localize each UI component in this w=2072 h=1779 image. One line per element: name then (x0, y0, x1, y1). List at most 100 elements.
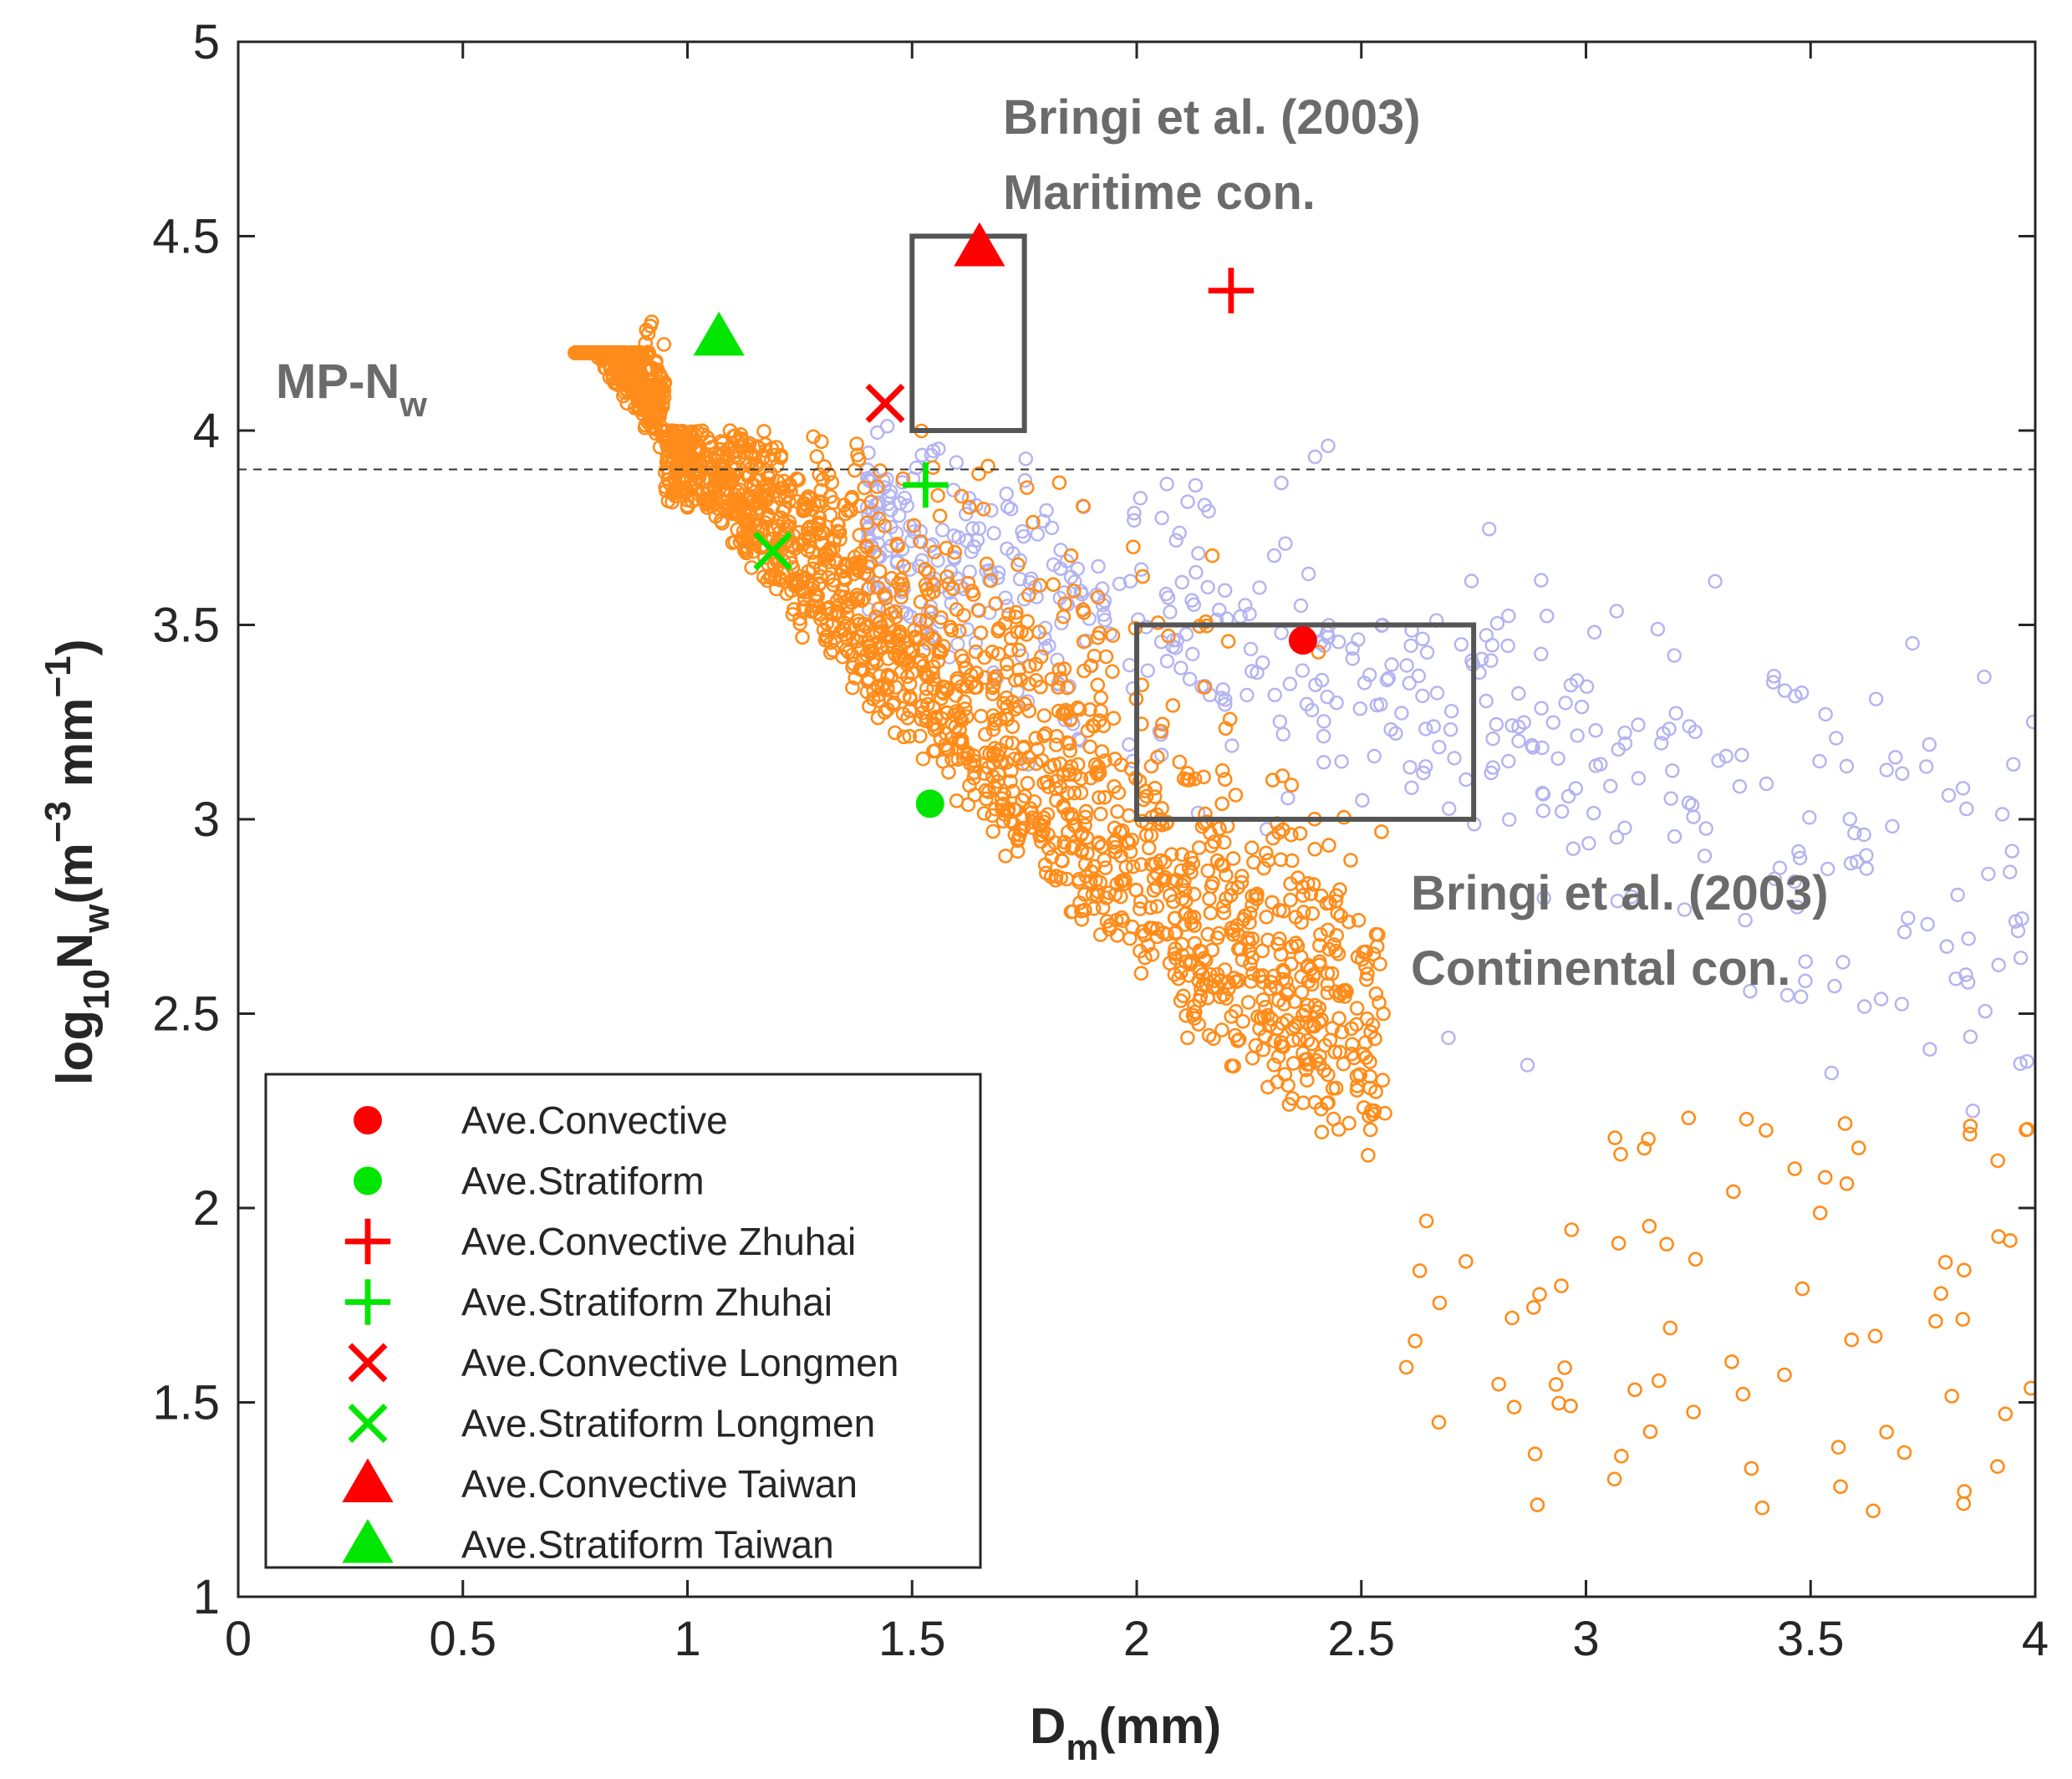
stratiform-sample-point (1133, 966, 1149, 981)
stratiform-sample-point (1376, 1006, 1391, 1022)
stratiform-sample-point (1123, 930, 1138, 946)
convective-sample-point (1560, 788, 1576, 804)
convective-sample-point (1820, 861, 1835, 877)
stratiform-sample-point (760, 487, 776, 502)
stratiform-sample-point (1275, 1016, 1290, 1031)
convective-sample-point (1127, 512, 1142, 528)
stratiform-sample-point (1082, 739, 1097, 755)
stratiform-sample-point (1214, 762, 1230, 778)
stratiform-sample-point (877, 518, 892, 533)
stratiform-sample-point (888, 725, 903, 741)
stratiform-sample-point (858, 538, 874, 553)
stratiform-sample-point (949, 602, 965, 617)
stratiform-sample-point (1287, 994, 1302, 1009)
convective-sample-point (1653, 736, 1669, 751)
convective-sample-point (2006, 757, 2021, 772)
stratiform-sample-point (1184, 864, 1199, 880)
stratiform-sample-point (1224, 920, 1240, 935)
convective-sample-point (1500, 638, 1515, 654)
convective-sample-point (1963, 1029, 1978, 1044)
stratiform-sample-point (941, 576, 956, 592)
stratiform-sample-point (1230, 1033, 1245, 1048)
convective-sample-point (1394, 706, 1409, 721)
convective-sample-point (1779, 987, 1795, 1003)
convective-sample-point (903, 609, 919, 624)
convective-sample-point (1280, 791, 1296, 806)
stratiform-sample-point (1285, 1091, 1300, 1106)
stratiform-sample-point (1207, 834, 1222, 849)
stratiform-sample-point (1280, 982, 1296, 998)
convective-sample-point (1184, 593, 1199, 608)
stratiform-sample-point (666, 429, 682, 444)
mean-point-ave-stratiform-taiwan (693, 311, 745, 356)
stratiform-sample-point (834, 563, 849, 579)
convective-sample-point (1732, 779, 1748, 794)
stratiform-sample-point (1011, 557, 1026, 573)
stratiform-sample-point (845, 630, 861, 645)
x-tick-label: 1 (674, 1612, 700, 1666)
y-label-unit-a: (m (47, 843, 103, 904)
stratiform-sample-point (1754, 1500, 1770, 1516)
convective-sample-point (914, 447, 929, 463)
stratiform-sample-point (1075, 602, 1091, 618)
convective-sample-point (2003, 864, 2018, 879)
stratiform-sample-point (756, 450, 771, 466)
stratiform-sample-point (680, 492, 695, 507)
convective-sample-point (1163, 604, 1178, 619)
convective-sample-point (1662, 721, 1677, 737)
convective-sample-point (1501, 812, 1517, 828)
convective-sample-point (1037, 640, 1053, 656)
stratiform-sample-point (859, 515, 875, 531)
stratiform-sample-point (1329, 928, 1344, 943)
convective-sample-point (1399, 658, 1414, 673)
stratiform-sample-point (1154, 801, 1169, 816)
convective-sample-point (914, 553, 929, 568)
convective-sample-point (1012, 572, 1028, 587)
convective-sample-point (1189, 564, 1204, 580)
convective-sample-point (1520, 1058, 1535, 1073)
stratiform-sample-point (1990, 1459, 2005, 1474)
convective-sample-point (1743, 983, 1758, 999)
stratiform-sample-point (1271, 992, 1286, 1008)
stratiform-sample-point (1321, 838, 1336, 853)
stratiform-sample-point (1097, 789, 1112, 805)
stratiform-sample-point (874, 680, 890, 695)
convective-sample-point (1894, 997, 1910, 1012)
convective-sample-point (1978, 1003, 1993, 1019)
convective-sample-point (1218, 692, 1233, 707)
convective-sample-point (1534, 701, 1549, 716)
stratiform-sample-point (1637, 1140, 1652, 1156)
stratiform-sample-point (1216, 899, 1231, 914)
stratiform-sample-point (1432, 1295, 1448, 1311)
stratiform-sample-point (1087, 859, 1102, 874)
stratiform-sample-point (821, 466, 837, 482)
convective-sample-point (2013, 1056, 2029, 1072)
stratiform-sample-point (851, 613, 866, 629)
stratiform-sample-point (1192, 993, 1207, 1008)
stratiform-sample-point (971, 603, 986, 619)
convective-sample-point (1708, 573, 1723, 589)
stratiform-sample-point (1083, 658, 1098, 674)
convective-sample-point (1624, 890, 1639, 905)
convective-sample-point (1351, 632, 1366, 647)
convective-sample-point (1829, 731, 1844, 746)
convective-sample-point (1991, 957, 2006, 973)
stratiform-sample-point (994, 791, 1010, 807)
stratiform-sample-point (1334, 1024, 1350, 1040)
convective-sample-point (1345, 651, 1361, 666)
convective-sample-point (1501, 609, 1516, 624)
stratiform-sample-point (1181, 968, 1197, 983)
stratiform-sample-point (1094, 839, 1109, 854)
convective-sample-point (1534, 573, 1549, 588)
stratiform-sample-point (1296, 905, 1311, 920)
stratiform-sample-point (1102, 918, 1117, 933)
stratiform-sample-point (776, 553, 792, 568)
convective-sample-point (990, 570, 1005, 586)
stratiform-sample-point (1044, 671, 1060, 687)
convective-sample-point (1602, 778, 1618, 793)
legend-label: Ave.Stratiform Zhuhai (461, 1281, 832, 1324)
stratiform-sample-point (1928, 1313, 1943, 1329)
convective-sample-point (1955, 781, 1971, 796)
stratiform-sample-point (1072, 895, 1087, 910)
stratiform-sample-point (1226, 1058, 1241, 1074)
